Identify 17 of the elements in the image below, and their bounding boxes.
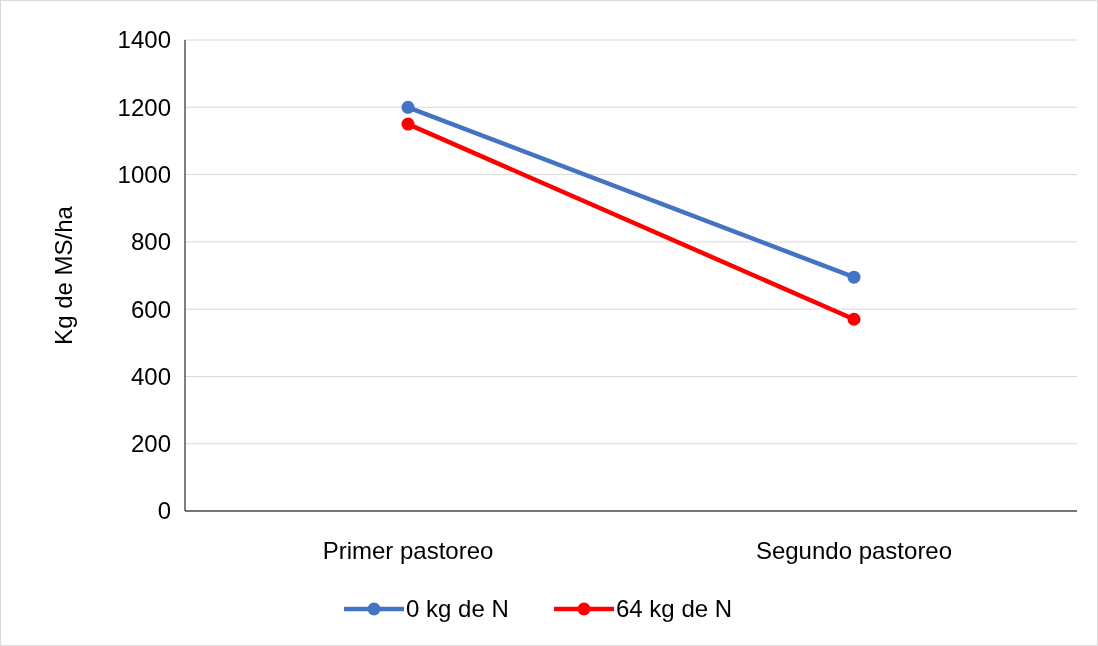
y-tick-label: 0 (157, 497, 171, 525)
point (401, 100, 415, 114)
point (401, 117, 415, 131)
point (847, 312, 861, 326)
y-axis-title: Kg de MS/ha (50, 205, 77, 345)
point (847, 270, 861, 284)
y-tick-label: 200 (130, 430, 171, 458)
legend-label: 64 kg de N (616, 595, 733, 623)
x-tick-label: Segundo pastoreo (755, 537, 953, 564)
y-tick-label: 1200 (117, 93, 171, 121)
y-tick-label: 1000 (117, 160, 171, 188)
y-tick-label: 800 (130, 228, 171, 256)
y-tick-label: 400 (130, 362, 171, 390)
x-tick-label: Primer pastoreo (322, 537, 494, 564)
y-tick-label: 1400 (117, 26, 171, 54)
y-tick-label: 600 (130, 295, 171, 323)
legend-label: 0 kg de N (406, 595, 509, 623)
